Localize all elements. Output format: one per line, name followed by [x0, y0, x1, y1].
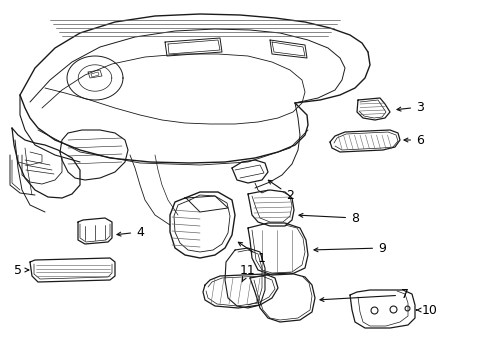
- Text: 5: 5: [14, 264, 29, 276]
- Text: 6: 6: [404, 134, 424, 147]
- Text: 4: 4: [117, 225, 144, 239]
- Text: 3: 3: [397, 100, 424, 113]
- Text: 7: 7: [320, 288, 409, 302]
- Text: 9: 9: [314, 242, 386, 255]
- Text: 2: 2: [269, 180, 294, 202]
- Text: 1: 1: [238, 242, 266, 265]
- Text: 8: 8: [299, 212, 359, 225]
- Text: 10: 10: [416, 303, 438, 316]
- Text: 11: 11: [240, 264, 256, 282]
